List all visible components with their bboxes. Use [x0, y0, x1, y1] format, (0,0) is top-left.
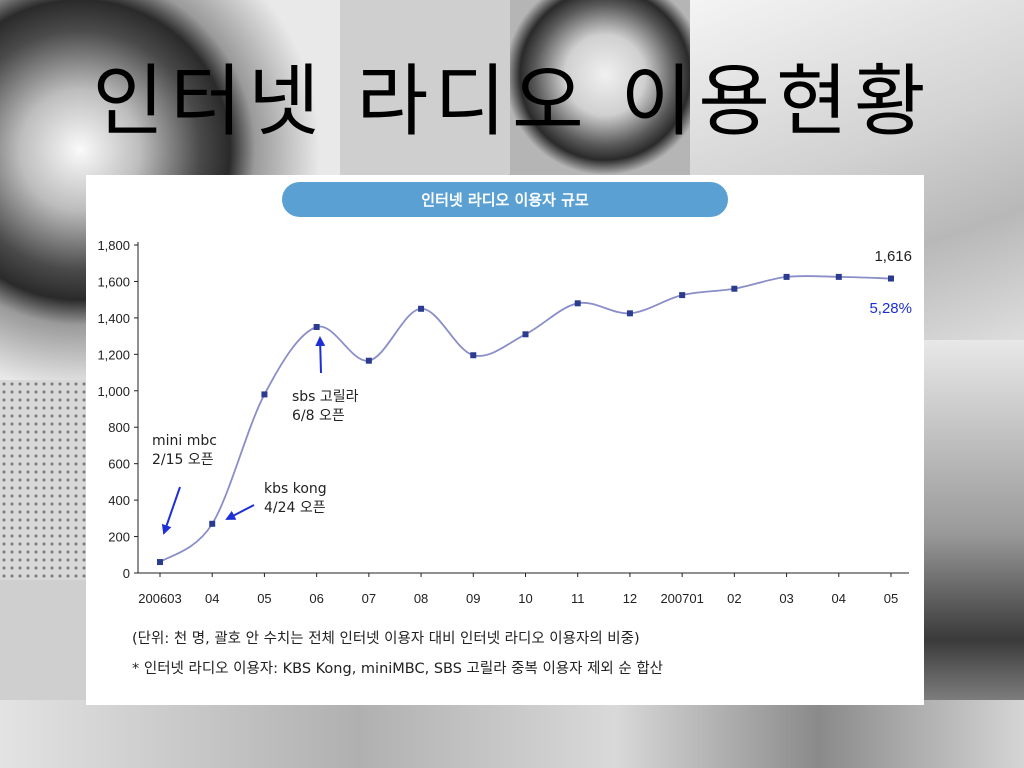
y-tick-label: 1,000 [97, 384, 130, 399]
x-tick-label: 06 [309, 591, 323, 606]
y-tick-label: 1,400 [97, 311, 130, 326]
line-chart: 인터넷 라디오 이용자 규모 0 200 400 600 800 1,000 1,200 1,… [97, 182, 912, 606]
annotation-arrow [315, 336, 326, 374]
chart-panel: 인터넷 라디오 이용자 규모 0 200 400 600 800 1,000 1,200 1,… [86, 175, 924, 705]
chart-title-pill [282, 182, 728, 217]
annotation-text: 4/24 오픈 [264, 500, 326, 516]
end-value-label: 1,616 [874, 248, 912, 265]
y-tick-label: 600 [108, 457, 130, 472]
data-point [522, 331, 529, 338]
data-point [783, 273, 790, 280]
x-tick-label: 11 [571, 591, 585, 606]
chart-axes [137, 242, 909, 574]
source-note: * 인터넷 라디오 이용자: KBS Kong, miniMBC, SBS 고릴… [132, 661, 664, 677]
data-point [418, 305, 425, 312]
x-tick-label: 09 [466, 591, 480, 606]
x-tick-label: 200701 [660, 591, 703, 606]
data-point [157, 559, 163, 566]
chart-series [157, 273, 894, 566]
y-tick-label: 1,200 [97, 347, 130, 362]
background-photo-right [924, 340, 1024, 768]
data-point [835, 273, 842, 280]
x-tick-label: 03 [779, 591, 793, 606]
x-tick-label: 05 [257, 591, 271, 606]
annotation-arrow [161, 486, 181, 535]
unit-note: (단위: 천 명, 괄호 안 수치는 전체 인터넷 이용자 대비 인터넷 라디오… [132, 631, 640, 647]
x-tick-label: 10 [518, 591, 532, 606]
annotation-text: kbs kong [264, 481, 327, 497]
data-point [209, 520, 216, 527]
data-point [731, 285, 738, 292]
end-percent-label: 5,28% [869, 300, 912, 317]
annotation-text: mini mbc [152, 433, 217, 449]
annotation-text: sbs 고릴라 [292, 389, 359, 405]
chart-ticks: 0 200 400 600 800 1,000 1,200 1,400 1,600 1,800 20… [97, 238, 898, 606]
data-point [679, 292, 686, 299]
y-tick-label: 800 [108, 420, 130, 435]
x-tick-label: 05 [884, 591, 898, 606]
x-tick-label: 04 [832, 591, 846, 606]
slide-title: 인터넷 라디오 이용현황 [92, 57, 932, 147]
y-tick-label: 1,600 [97, 274, 130, 289]
data-point [470, 352, 477, 359]
x-tick-label: 04 [205, 591, 219, 606]
x-tick-label: 02 [727, 591, 741, 606]
chart-title: 인터넷 라디오 이용자 규모 [421, 191, 589, 209]
annotation-text: 2/15 오픈 [152, 452, 214, 468]
y-tick-label: 0 [123, 566, 130, 581]
chart-annotations: mini mbc 2/15 오픈 kbs kong 4/24 오픈 sbs 고릴라 6/8… [152, 336, 359, 535]
y-tick-label: 1,800 [97, 238, 130, 253]
background-photo-speaker [0, 380, 90, 580]
data-point [313, 324, 320, 330]
annotation-arrow [225, 504, 255, 520]
data-point [574, 300, 581, 307]
x-tick-label: 08 [414, 591, 428, 606]
x-tick-label: 200603 [138, 591, 181, 606]
y-tick-label: 200 [108, 530, 130, 545]
y-tick-label: 400 [108, 493, 130, 508]
series-line [159, 275, 892, 563]
background-photo-knob [510, 0, 690, 180]
data-point [626, 310, 633, 317]
x-tick-label: 12 [623, 591, 637, 606]
x-tick-label: 07 [362, 591, 376, 606]
background-photo-bottom [0, 700, 1024, 768]
data-point [365, 357, 372, 364]
annotation-text: 6/8 오픈 [292, 408, 345, 424]
data-point [888, 275, 894, 282]
data-point [261, 391, 268, 398]
